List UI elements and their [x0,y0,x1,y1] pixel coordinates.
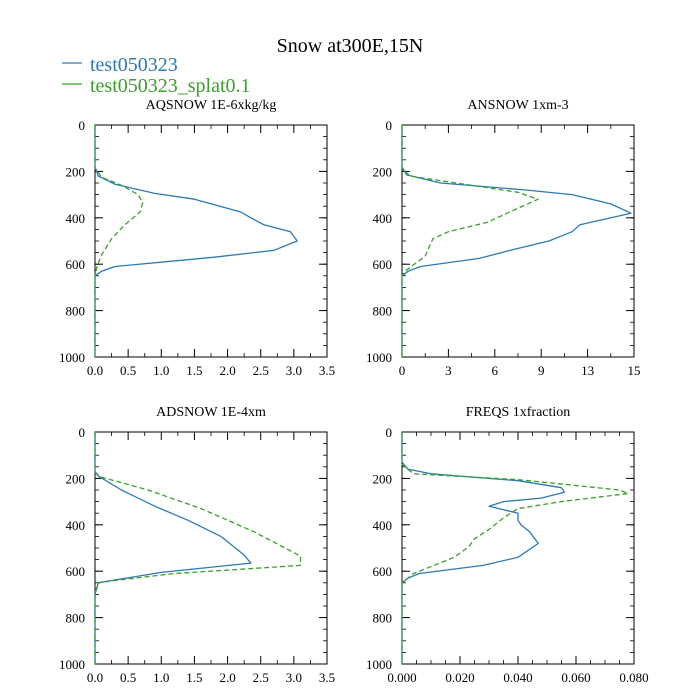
plot-frame [401,124,635,358]
y-tick-label: 200 [373,164,393,179]
y-tick-label: 400 [66,211,86,226]
y-tick-label: 800 [373,304,393,319]
y-tick-label: 0 [386,425,393,440]
y-tick-label: 0 [79,118,86,133]
y-tick-label: 1000 [366,657,392,672]
x-tick-label: 3.5 [319,670,335,685]
x-tick-label: 0.020 [445,670,474,685]
chart-title: FREQS 1xfraction [466,405,571,420]
x-tick-label: 2.5 [253,363,269,378]
y-tick-label: 1000 [59,350,85,365]
y-tick-label: 400 [373,211,393,226]
x-tick-label: 1.5 [186,670,202,685]
series-line-test050323_splat0.1 [94,125,144,357]
x-tick-label: 9 [538,363,545,378]
y-tick-label: 1000 [59,657,85,672]
x-tick-label: 1.0 [153,363,169,378]
y-tick-label: 200 [373,471,393,486]
x-tick-label: 2.5 [253,670,269,685]
y-tick-label: 1000 [366,350,392,365]
legend: test050323 test050323_splat0.1 [62,54,251,97]
y-tick-label: 600 [66,564,86,579]
x-tick-label: 0.0 [87,670,103,685]
x-tick-label: 1.0 [153,670,169,685]
x-tick-label: 6 [492,363,499,378]
y-tick-label: 600 [373,564,393,579]
series-line-test050323_splat0.1 [401,125,539,357]
x-tick-label: 3.5 [319,363,335,378]
x-tick-label: 0 [399,363,406,378]
y-tick-label: 400 [373,518,393,533]
y-tick-label: 0 [386,118,393,133]
chart-title: ADSNOW 1E-4xm [156,405,266,420]
x-tick-label: 2.0 [219,670,235,685]
y-tick-label: 600 [66,257,86,272]
chart-panel-1: ANSNOW 1xm-3 0 200 400 600 800 1000 0 3 6 9 13 15 [366,98,641,378]
x-tick-label: 0.5 [120,670,136,685]
series-line-test050323 [94,432,252,664]
x-tick-label: 15 [628,363,641,378]
y-tick-label: 0 [79,425,86,440]
legend-label-1: test050323_splat0.1 [90,75,251,97]
series-line-test050323 [401,125,632,357]
x-tick-label: 0.000 [387,670,416,685]
series-line-test050323_splat0.1 [94,432,302,664]
x-tick-label: 0.040 [503,670,532,685]
plot-frame [401,431,635,665]
y-tick-label: 800 [373,611,393,626]
x-tick-label: 0.0 [87,363,103,378]
x-tick-label: 3.0 [286,670,302,685]
plot-frame [94,431,328,665]
y-tick-label: 800 [66,611,86,626]
x-tick-label: 1.5 [186,363,202,378]
y-tick-label: 800 [66,304,86,319]
series-line-test050323 [401,432,566,664]
x-tick-label: 0.5 [120,363,136,378]
series-line-test050323 [94,125,298,357]
series-line-test050323_splat0.1 [401,432,629,664]
legend-label-0: test050323 [90,54,178,76]
x-tick-label: 2.0 [219,363,235,378]
x-tick-label: 13 [581,363,594,378]
x-tick-label: 3 [445,363,452,378]
y-tick-label: 200 [66,164,86,179]
chart-title: AQSNOW 1E-6xkg/kg [146,98,277,113]
plot-frame [94,124,328,358]
figure-title: Snow at300E,15N [277,35,424,57]
y-tick-label: 600 [373,257,393,272]
y-tick-label: 200 [66,471,86,486]
x-tick-label: 0.080 [619,670,648,685]
y-tick-label: 400 [66,518,86,533]
x-tick-label: 3.0 [286,363,302,378]
x-tick-label: 0.060 [561,670,590,685]
chart-title: ANSNOW 1xm-3 [467,98,568,113]
